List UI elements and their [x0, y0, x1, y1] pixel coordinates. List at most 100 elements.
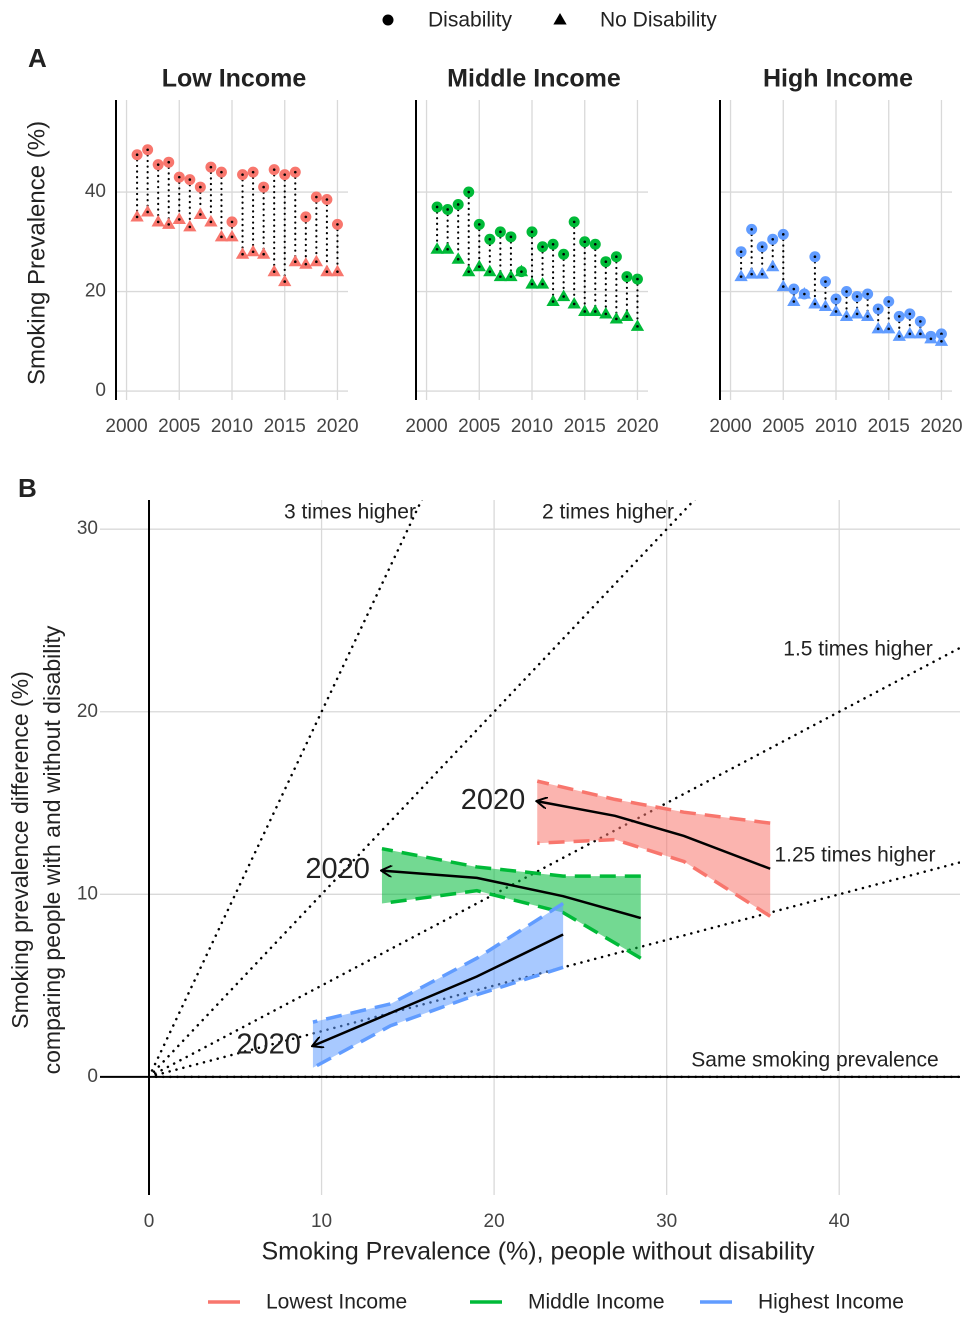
point-center — [477, 265, 481, 268]
ci-line — [312, 901, 565, 1024]
x-tick-label: 40 — [829, 1211, 850, 1232]
point-center — [499, 230, 502, 234]
reference-label: 1.25 times higher — [774, 844, 935, 867]
point-center — [262, 252, 265, 256]
x-tick-label: 2010 — [815, 416, 857, 437]
point-center — [251, 170, 255, 174]
facet-title: Middle Income — [447, 65, 621, 93]
y-tick-label: 20 — [85, 281, 106, 302]
point-center — [813, 255, 817, 259]
point-center — [908, 332, 912, 336]
point-center — [167, 223, 171, 226]
point-center — [855, 295, 859, 298]
point-center — [456, 257, 460, 261]
ci-line — [537, 837, 772, 918]
point-center — [499, 275, 502, 278]
point-center — [876, 307, 880, 311]
point-center — [562, 252, 565, 256]
point-center — [156, 163, 160, 166]
x-tick-label: 2020 — [616, 416, 658, 437]
x-axis-label: Smoking Prevalence (%), people without d… — [261, 1238, 815, 1266]
x-tick-label: 2015 — [564, 416, 606, 437]
y-axis-label: comparing people with and without disabi… — [39, 625, 65, 1074]
point-center — [824, 280, 827, 283]
point-center — [562, 295, 565, 298]
point-center — [241, 173, 244, 176]
point-center — [604, 260, 608, 263]
point-center — [446, 247, 449, 251]
y-tick-label: 20 — [77, 701, 98, 722]
point-center — [887, 300, 891, 303]
x-tick-label: 2005 — [458, 416, 500, 437]
y-tick-label: 30 — [77, 518, 98, 539]
point-center — [845, 315, 848, 318]
point-center — [446, 208, 449, 211]
point-center — [929, 337, 933, 341]
plot-area — [100, 500, 960, 1195]
point-center — [760, 245, 764, 249]
point-center — [509, 275, 513, 278]
ci-line — [312, 965, 564, 1070]
y-axis-label: Smoking Prevalence (%) — [23, 121, 50, 385]
point-center — [551, 242, 555, 246]
point-center — [315, 260, 318, 263]
point-center — [834, 297, 838, 301]
point-center — [304, 262, 308, 266]
point-center — [488, 238, 492, 241]
point-center — [876, 327, 880, 331]
point-center — [167, 160, 171, 164]
x-tick-label: 2000 — [709, 416, 751, 437]
point-center — [520, 270, 523, 273]
trend-line — [537, 801, 771, 870]
point-center — [272, 270, 276, 273]
point-center — [199, 185, 202, 189]
point-center — [593, 310, 597, 313]
point-center — [583, 240, 587, 244]
point-center — [792, 287, 796, 291]
point-center — [897, 335, 901, 338]
point-center — [241, 252, 244, 256]
x-tick-label: 2005 — [762, 416, 804, 437]
point-center — [750, 272, 753, 276]
ci-band — [537, 781, 771, 917]
trend-line — [313, 933, 564, 1045]
point-center — [188, 225, 192, 229]
point-center — [541, 282, 544, 286]
point-center — [325, 270, 329, 273]
end-label: 2020 — [461, 784, 526, 816]
point-center — [593, 242, 597, 246]
point-center — [625, 275, 629, 278]
reference-label: 2 times higher — [542, 501, 674, 524]
point-center — [209, 220, 213, 224]
point-center — [156, 220, 160, 224]
point-center — [855, 312, 859, 316]
point-center — [572, 302, 576, 306]
point-center — [146, 148, 149, 152]
x-tick-label: 2015 — [264, 416, 306, 437]
end-label: 2020 — [236, 1029, 301, 1061]
y-tick-label: 0 — [95, 380, 106, 401]
point-center — [771, 265, 775, 268]
point-center — [220, 170, 223, 174]
point-center — [760, 272, 764, 276]
point-center — [541, 245, 544, 249]
point-center — [283, 280, 287, 283]
facet-title: Low Income — [162, 65, 307, 93]
point-center — [477, 223, 481, 226]
point-center — [135, 215, 139, 219]
x-tick-label: 2020 — [920, 416, 962, 437]
reference-label: 3 times higher — [284, 501, 416, 524]
ci-line — [381, 846, 641, 878]
ci-line — [381, 888, 642, 960]
point-center — [908, 312, 912, 316]
point-center — [146, 210, 149, 214]
point-center — [636, 325, 639, 328]
point-center — [739, 250, 743, 254]
point-center — [435, 205, 439, 209]
legend-label: No Disability — [600, 9, 717, 32]
point-center — [866, 292, 869, 296]
x-tick-label: 2010 — [211, 416, 253, 437]
panel-label: A — [28, 43, 47, 73]
point-center — [251, 250, 255, 254]
point-center — [435, 247, 439, 251]
